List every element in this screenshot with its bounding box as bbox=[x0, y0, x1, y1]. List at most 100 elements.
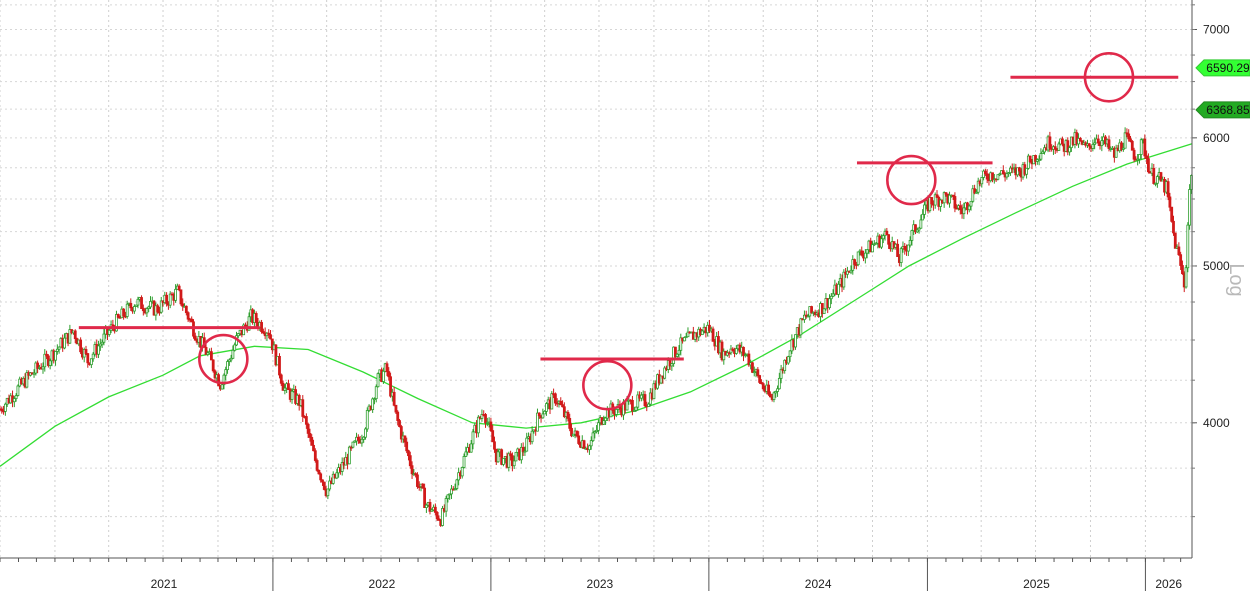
candle-body bbox=[896, 243, 899, 257]
candle-body bbox=[149, 301, 152, 308]
candle-body bbox=[278, 355, 281, 376]
candle-body bbox=[514, 451, 518, 462]
candle-body bbox=[220, 384, 224, 390]
candle-body bbox=[758, 375, 762, 383]
y-tick-label: 5000 bbox=[1203, 259, 1230, 273]
candle-body bbox=[1096, 138, 1100, 144]
candle-body bbox=[41, 366, 45, 370]
candle-body bbox=[374, 386, 378, 400]
candle-body bbox=[116, 314, 120, 318]
candle-body bbox=[496, 451, 500, 463]
candle-body bbox=[405, 441, 409, 452]
x-year-label: 2022 bbox=[369, 577, 396, 591]
candle-body bbox=[874, 242, 878, 245]
candle-body bbox=[1172, 220, 1175, 234]
candle-body bbox=[392, 391, 396, 406]
candle-body bbox=[227, 359, 231, 362]
candle-body bbox=[1001, 170, 1005, 175]
candle-body bbox=[1132, 149, 1136, 160]
candle-body bbox=[566, 411, 570, 419]
candle-body bbox=[428, 502, 432, 512]
candle-body bbox=[720, 341, 724, 361]
candle-body bbox=[734, 348, 738, 354]
candle-body bbox=[602, 420, 606, 425]
candle-body bbox=[708, 324, 711, 332]
candle-body bbox=[381, 370, 385, 382]
candle-body bbox=[3, 403, 7, 412]
candle-body bbox=[923, 204, 926, 215]
candle-body bbox=[761, 383, 765, 390]
candle-body bbox=[632, 410, 636, 412]
candle-body bbox=[274, 344, 278, 366]
candle-body bbox=[935, 194, 939, 198]
candle-body bbox=[310, 437, 314, 446]
candle-body bbox=[328, 480, 332, 490]
candle-body bbox=[652, 383, 656, 400]
candle-body bbox=[360, 438, 364, 444]
candle-body bbox=[788, 350, 792, 358]
candle-body bbox=[899, 248, 903, 263]
candle-body bbox=[1179, 254, 1183, 266]
candle-body bbox=[1107, 139, 1111, 149]
x-year-label: 2025 bbox=[1023, 577, 1050, 591]
candle-body bbox=[803, 314, 806, 320]
candle-body bbox=[851, 259, 855, 271]
candle-body bbox=[917, 227, 921, 231]
candle-body bbox=[752, 371, 756, 374]
candle-body bbox=[322, 481, 326, 490]
candle-body bbox=[301, 399, 305, 417]
candle-body bbox=[356, 436, 360, 441]
candle-body bbox=[424, 504, 428, 508]
candle-body bbox=[521, 446, 525, 453]
candle-body bbox=[1009, 167, 1012, 174]
candle-body bbox=[373, 398, 376, 401]
candle-body bbox=[317, 469, 321, 475]
candle-body bbox=[145, 308, 149, 314]
candle-body bbox=[686, 331, 690, 338]
candle-body bbox=[1188, 189, 1192, 226]
candle-body bbox=[122, 308, 126, 317]
candle-body bbox=[340, 462, 344, 472]
candle-body bbox=[962, 207, 966, 215]
candle-body bbox=[948, 194, 951, 204]
candle-body bbox=[525, 437, 529, 452]
candle-body bbox=[184, 305, 188, 314]
candle-body bbox=[523, 450, 527, 453]
candle-body bbox=[261, 331, 265, 334]
candle-body bbox=[125, 303, 129, 317]
candle-body bbox=[312, 444, 315, 452]
candle-body bbox=[206, 352, 210, 355]
candle-body bbox=[559, 400, 563, 406]
candle-body bbox=[1166, 181, 1170, 198]
candle-body bbox=[1039, 153, 1043, 160]
candle-body bbox=[190, 318, 194, 323]
candle-body bbox=[589, 440, 593, 447]
candle-body bbox=[919, 219, 923, 229]
candle-body bbox=[335, 472, 339, 479]
candle-body bbox=[0, 408, 4, 412]
candle-body bbox=[772, 392, 776, 400]
candle-body bbox=[500, 449, 504, 465]
candle-body bbox=[550, 393, 554, 410]
candle-body bbox=[430, 509, 434, 512]
candle-body bbox=[1100, 140, 1104, 147]
candle-body bbox=[663, 367, 667, 379]
candle-body bbox=[84, 349, 88, 354]
candle-body bbox=[951, 194, 955, 197]
candle-body bbox=[89, 358, 93, 366]
candle-body bbox=[1152, 167, 1156, 184]
candle-body bbox=[831, 293, 835, 297]
candle-body bbox=[132, 306, 136, 312]
candle-body bbox=[853, 259, 856, 265]
candle-body bbox=[141, 308, 145, 312]
candle-body bbox=[389, 376, 392, 397]
candle-body bbox=[306, 423, 310, 434]
candle-body bbox=[647, 403, 650, 407]
candle-body bbox=[290, 390, 294, 400]
candle-body bbox=[636, 394, 640, 408]
candle-body bbox=[471, 431, 475, 445]
candle-body bbox=[193, 335, 197, 341]
candle-body bbox=[973, 188, 977, 194]
candle-body bbox=[1057, 143, 1061, 151]
candle-body bbox=[955, 207, 959, 210]
